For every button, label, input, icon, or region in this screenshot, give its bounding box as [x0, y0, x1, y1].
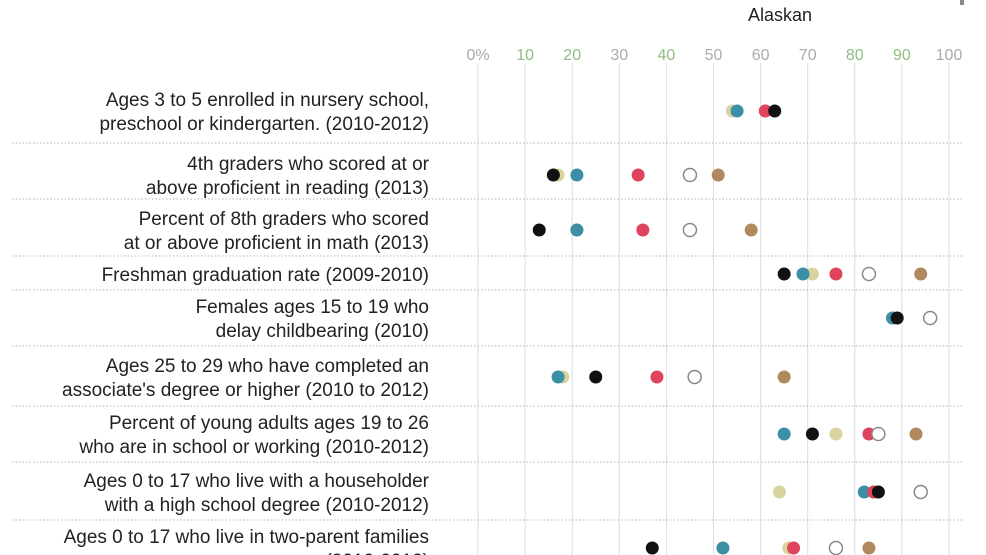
data-point-black [890, 311, 904, 325]
data-point-white [682, 167, 698, 183]
data-point-teal [777, 427, 791, 441]
category-label: Ages 25 to 29 who have completed an [106, 356, 429, 377]
tick-label-0: 0% [466, 47, 489, 64]
data-point-teal [857, 485, 871, 499]
data-point-white [922, 310, 938, 326]
data-point-pink [758, 104, 772, 118]
data-point-white [682, 222, 698, 238]
data-point-black [589, 370, 603, 384]
data-point-pink [636, 223, 650, 237]
category-label: Percent of young adults ages 19 to 26 [109, 413, 429, 434]
data-point-tan [862, 541, 876, 555]
x-axis-ticks: 0% 10 20 30 40 50 60 70 80 90 100 [466, 47, 962, 64]
category-label: Ages 0 to 17 who live in two-parent fami… [64, 527, 429, 548]
tick-label-10: 10 [516, 47, 534, 64]
data-point-pink [631, 168, 645, 182]
data-point-tan [914, 267, 928, 281]
tick-label-50: 50 [705, 47, 723, 64]
data-point-teal [551, 370, 565, 384]
category-label: preschool or kindergarten. (2010-2012) [99, 114, 429, 135]
data-point-pink [787, 541, 801, 555]
data-point-black [645, 541, 659, 555]
tick-label-20: 20 [563, 47, 581, 64]
data-point-black [805, 427, 819, 441]
category-label: Percent of 8th graders who scored [139, 209, 429, 230]
data-point-black [777, 267, 791, 281]
category-label: Freshman graduation rate (2009-2010) [102, 265, 429, 286]
data-point-tan [777, 370, 791, 384]
legend: Alaskan [748, 0, 964, 25]
data-point-teal [570, 168, 584, 182]
data-point-beige [805, 267, 819, 281]
data-point-tan [744, 223, 758, 237]
data-point-teal [570, 223, 584, 237]
data-point-black [768, 104, 782, 118]
data-point-teal [716, 541, 730, 555]
data-point-black [546, 168, 560, 182]
legend-label-alaskan: Alaskan [748, 5, 812, 25]
category-label: who are in school or working (2010-2012) [78, 437, 429, 458]
tick-label-40: 40 [658, 47, 676, 64]
tick-label-60: 60 [752, 47, 770, 64]
data-point-pink [650, 370, 664, 384]
category-label: with a high school degree (2010-2012) [104, 495, 429, 516]
category-label: associate's degree or higher (2010 to 20… [62, 380, 429, 401]
data-point-pink [829, 267, 843, 281]
category-label: 4th graders who scored at or [187, 154, 430, 175]
data-point-teal [796, 267, 810, 281]
data-point-black [871, 485, 885, 499]
tick-label-100: 100 [936, 47, 963, 64]
category-label: Ages 0 to 17 who live with a householder [84, 471, 430, 492]
category-label: Females ages 15 to 19 who [196, 297, 429, 318]
tick-label-90: 90 [893, 47, 911, 64]
category-labels: Ages 3 to 5 enrolled in nursery school, p… [62, 90, 430, 555]
tick-label-70: 70 [799, 47, 817, 64]
data-point-beige [829, 427, 843, 441]
data-point-tan [711, 168, 725, 182]
data-point-teal [730, 104, 744, 118]
data-point-black [532, 223, 546, 237]
data-point-white [871, 426, 886, 442]
legend-cropped-mark [960, 0, 964, 5]
data-point-tan [909, 427, 923, 441]
row-separators [12, 142, 962, 521]
data-point-white [687, 369, 702, 385]
tick-label-30: 30 [610, 47, 628, 64]
data-points [532, 104, 938, 555]
data-point-beige [772, 485, 786, 499]
data-point-white [828, 540, 844, 555]
tick-label-80: 80 [846, 47, 864, 64]
category-label: delay childbearing (2010) [216, 321, 429, 342]
gridlines [477, 63, 950, 555]
data-point-white [913, 484, 928, 500]
category-label: above proficient in reading (2013) [146, 178, 429, 199]
category-label: at or above proficient in math (2013) [124, 233, 429, 254]
category-label: Ages 3 to 5 enrolled in nursery school, [106, 90, 429, 111]
data-point-white [861, 266, 877, 282]
category-label: (2010-2012) [325, 551, 429, 555]
